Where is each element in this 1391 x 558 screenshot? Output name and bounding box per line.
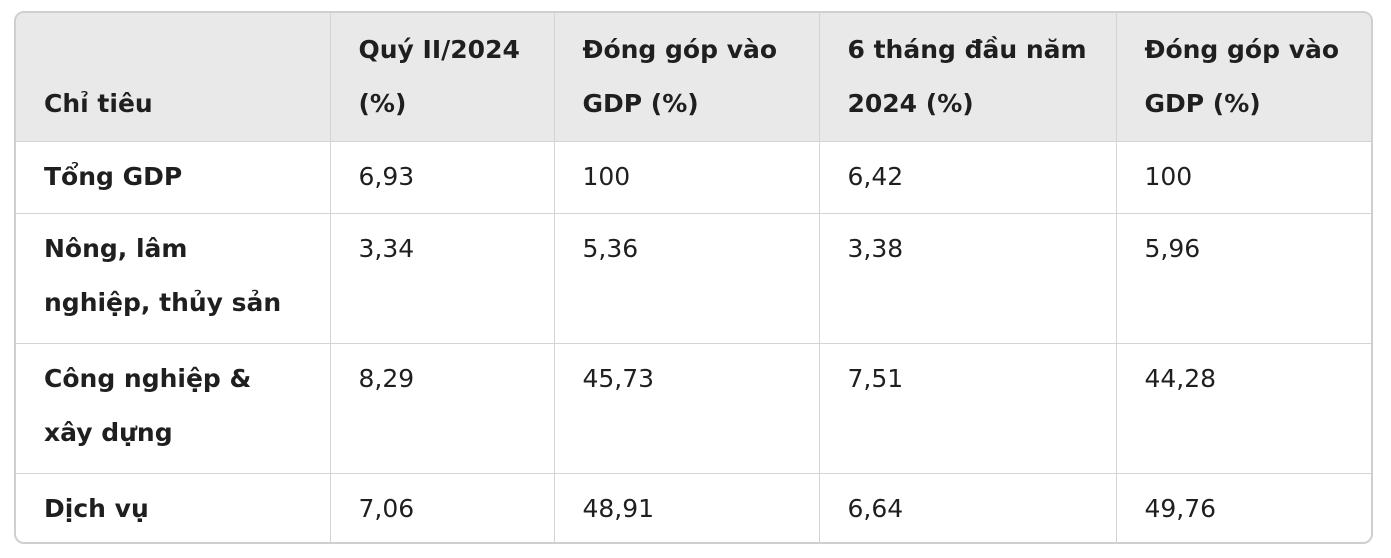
table-row: Nông, lâm nghiệp, thủy sản 3,34 5,36 3,3… [16, 213, 1371, 344]
header-q2-2024: Quý II/2024 (%) [330, 13, 555, 142]
header-row: Chỉ tiêu Quý II/2024 (%) Đóng góp vào GD… [16, 13, 1371, 142]
cell-q2-gdp-contribution: 45,73 [554, 343, 820, 474]
table-row: Tổng GDP 6,93 100 6,42 100 [16, 141, 1371, 214]
cell-q2-2024: 7,06 [330, 473, 555, 542]
gdp-growth-table: Chỉ tiêu Quý II/2024 (%) Đóng góp vào GD… [16, 13, 1371, 542]
cell-h1-gdp-contribution: 5,96 [1116, 213, 1371, 344]
cell-h1-2024: 6,42 [819, 141, 1117, 214]
table-row: Công nghiệp & xây dựng 8,29 45,73 7,51 4… [16, 343, 1371, 474]
cell-q2-2024: 6,93 [330, 141, 555, 214]
header-indicator: Chỉ tiêu [16, 13, 331, 142]
cell-q2-2024: 8,29 [330, 343, 555, 474]
cell-h1-2024: 7,51 [819, 343, 1117, 474]
table-row: Dịch vụ 7,06 48,91 6,64 49,76 [16, 473, 1371, 542]
cell-h1-2024: 6,64 [819, 473, 1117, 542]
gdp-growth-table-container: Chỉ tiêu Quý II/2024 (%) Đóng góp vào GD… [14, 11, 1373, 544]
cell-h1-2024: 3,38 [819, 213, 1117, 344]
row-label: Công nghiệp & xây dựng [16, 343, 331, 474]
header-h1-2024: 6 tháng đầu năm 2024 (%) [819, 13, 1117, 142]
row-label: Nông, lâm nghiệp, thủy sản [16, 213, 331, 344]
cell-h1-gdp-contribution: 100 [1116, 141, 1371, 214]
table-body: Tổng GDP 6,93 100 6,42 100 Nông, lâm ngh… [16, 141, 1371, 542]
table-header: Chỉ tiêu Quý II/2024 (%) Đóng góp vào GD… [16, 13, 1371, 142]
row-label: Dịch vụ [16, 473, 331, 542]
cell-q2-gdp-contribution: 5,36 [554, 213, 820, 344]
row-label: Tổng GDP [16, 141, 331, 214]
cell-h1-gdp-contribution: 49,76 [1144, 493, 1217, 523]
cell-q2-gdp-contribution: 100 [554, 141, 820, 214]
cell-q2-2024: 3,34 [330, 213, 555, 344]
cell-q2-gdp-contribution: 48,91 [554, 473, 820, 542]
cell-h1-gdp-contribution: 44,28 [1116, 343, 1371, 474]
header-h1-gdp-contribution: Đóng góp vào GDP (%) [1116, 13, 1371, 142]
header-q2-gdp-contribution: Đóng góp vào GDP (%) [554, 13, 820, 142]
